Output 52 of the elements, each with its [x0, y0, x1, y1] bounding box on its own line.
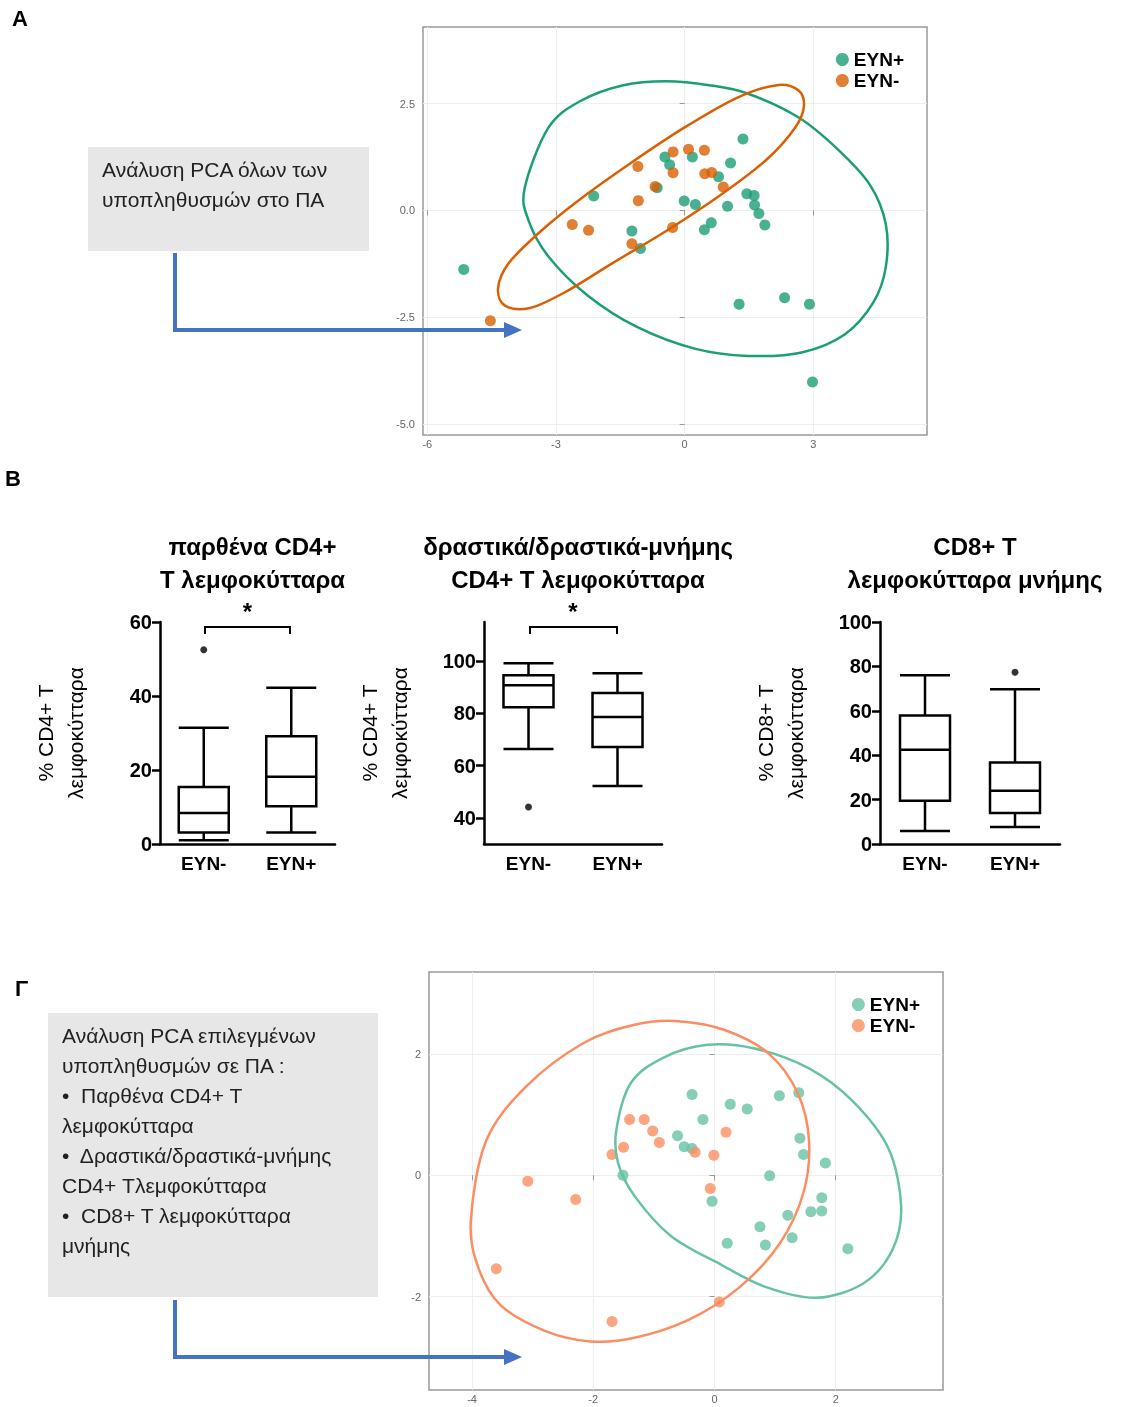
legend-label: EYN-: [869, 1015, 916, 1036]
y-tick-label: 60: [453, 754, 476, 777]
y-tick-label: -2.5: [396, 311, 415, 324]
x-tick-label: 3: [810, 437, 817, 450]
y-tick-label: 20: [129, 759, 152, 781]
x-tick-label: EYN+: [592, 853, 643, 874]
y-tick-label: 0: [414, 1169, 421, 1182]
y-tick-label: 80: [453, 702, 476, 725]
x-tick-label: -2: [588, 1392, 599, 1405]
y-tick-label: 100: [838, 611, 872, 633]
y-tick-label: 40: [129, 685, 152, 707]
legend-label: EYN+: [869, 994, 921, 1015]
y-tick-label: 80: [849, 655, 872, 678]
y-tick-label: 60: [129, 611, 152, 633]
x-tick-label: EYN+: [266, 853, 317, 874]
annotation: *: [567, 598, 579, 626]
legend-label: EYN-: [853, 70, 900, 91]
annotation: *: [241, 598, 254, 626]
x-tick-label: 0: [711, 1392, 718, 1405]
text: B: [5, 466, 21, 492]
x-tick-label: EYN-: [181, 853, 227, 874]
y-axis-title: % CD8+ T λεμφοκύτταρα: [753, 667, 807, 799]
x-tick-label: EYN-: [505, 853, 552, 874]
y-tick-label: 2.5: [399, 97, 415, 110]
x-tick-label: 2: [832, 1392, 839, 1405]
legend-label: EYN+: [853, 49, 905, 70]
y-axis-title: % CD4+ T λεμφοκύτταρα: [33, 667, 87, 799]
y-tick-label: 0: [860, 833, 872, 855]
text: A: [12, 6, 28, 32]
chart-title: παρθένα CD4+ T λεμφοκύτταρα: [159, 533, 346, 593]
y-tick-label: 40: [453, 806, 476, 829]
text: Ανάλυση PCA επιλεγμένων υποπληθυσμών σε ΠΑ : • Παρθένα CD4+ T λεμφοκύτταρα • Δραστικά/δραστικά-μνήμης CD4+ Τλεμφοκύτταρα • CD8+ T λεμφοκύτταρα μνήμης: [48, 1013, 378, 1297]
text: Ανάλυση PCA όλων των υποπληθυσμών στο ΠΑ: [88, 147, 369, 251]
x-tick-label: -3: [551, 437, 561, 450]
y-tick-label: 2: [414, 1047, 421, 1060]
y-axis-title: % CD4+ T λεμφοκύτταρα: [357, 667, 411, 799]
chart-title: δραστικά/δραστικά-μνήμης CD4+ T λεμφοκύτταρα: [423, 533, 733, 593]
y-tick-label: 100: [442, 650, 476, 673]
x-tick-label: EYN+: [989, 853, 1041, 874]
y-tick-label: -2: [411, 1290, 421, 1303]
x-tick-label: -4: [467, 1392, 477, 1405]
y-tick-label: 0: [140, 833, 152, 855]
chart-title: CD8+ T λεμφοκύτταρα μνήμης: [847, 533, 1103, 593]
y-tick-label: -5.0: [396, 418, 415, 431]
y-tick-label: 20: [849, 788, 872, 811]
x-tick-label: EYN-: [902, 853, 948, 874]
x-tick-label: -6: [422, 437, 433, 450]
y-tick-label: 0.0: [399, 204, 415, 217]
y-tick-label: 60: [849, 699, 872, 722]
text: Γ: [15, 976, 29, 1002]
x-tick-label: 0: [681, 437, 688, 450]
y-tick-label: 40: [849, 744, 872, 767]
